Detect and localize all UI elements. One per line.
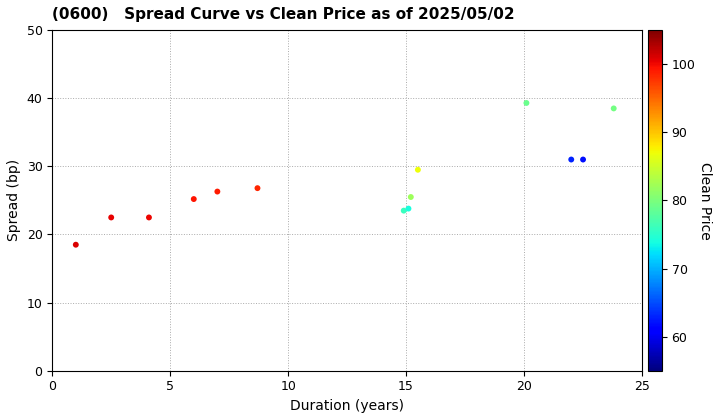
Point [577, 156, 589, 163]
Point [608, 105, 619, 112]
Text: (0600)   Spread Curve vs Clean Price as of 2025/05/02: (0600) Spread Curve vs Clean Price as of… [53, 7, 515, 22]
Point [70, 241, 81, 248]
Point [405, 194, 417, 200]
Y-axis label: Spread (bp): Spread (bp) [7, 159, 21, 242]
Point [188, 196, 199, 202]
X-axis label: Duration (years): Duration (years) [290, 399, 404, 413]
Point [402, 205, 414, 212]
Point [521, 100, 532, 106]
Point [143, 214, 155, 221]
Point [565, 156, 577, 163]
Point [398, 207, 410, 214]
Point [105, 214, 117, 221]
Point [412, 166, 423, 173]
Y-axis label: Clean Price: Clean Price [698, 162, 712, 239]
Point [212, 188, 223, 195]
Point [252, 185, 264, 192]
